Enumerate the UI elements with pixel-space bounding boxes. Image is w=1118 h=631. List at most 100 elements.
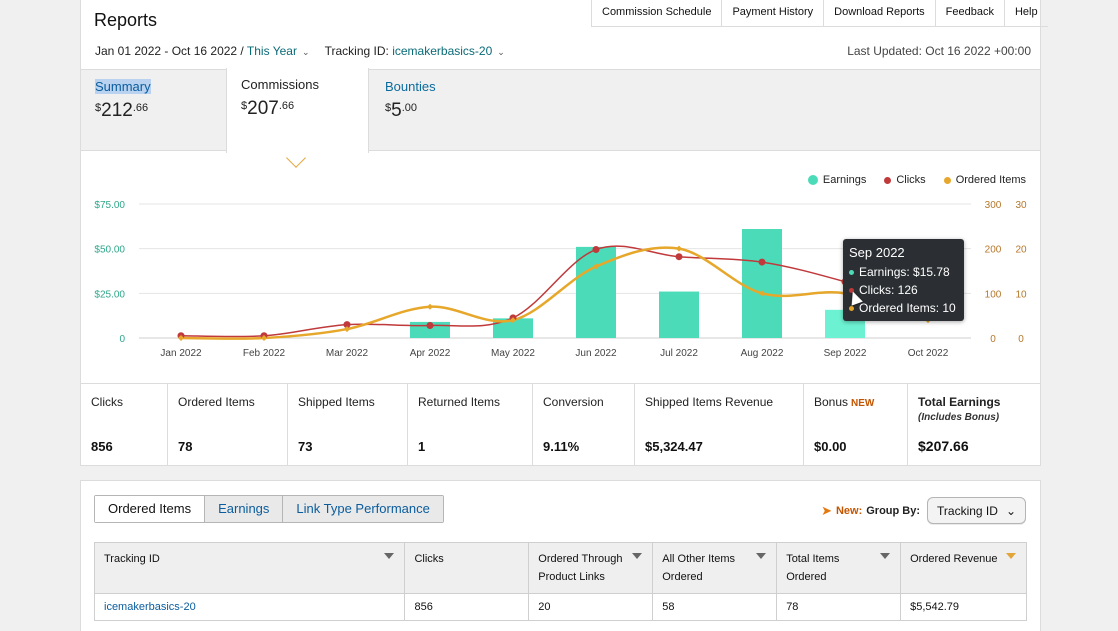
tracking-id-dropdown[interactable]: icemakerbasics-20 [392,44,493,58]
download-reports-link[interactable]: Download Reports [824,0,936,26]
y-right1-tick: 300 [985,200,1002,211]
col-all-other-items[interactable]: All Other Items Ordered [652,542,778,594]
cell-ordered-revenue: $5,542.79 [900,593,1027,621]
stat-bonus: Bonus NEW $0.00 [804,384,908,465]
date-preset-dropdown[interactable]: This Year [246,44,297,58]
new-badge: NEW [851,398,875,409]
tab-commissions[interactable]: Commissions $207.66 [226,68,369,153]
x-tick-label: Jun 2022 [575,348,617,359]
x-tick-label: Feb 2022 [243,348,286,359]
clicks-point [675,253,683,261]
table-row: icemakerbasics-20 856 20 58 78 $5,542.79 [93,593,1027,621]
y-right1-tick: 100 [985,289,1002,300]
earnings-bar [493,318,533,338]
sort-icon [1006,553,1016,559]
clicks-point [758,258,766,266]
chevron-down-icon: ⌄ [1005,503,1016,518]
feedback-link[interactable]: Feedback [936,0,1005,26]
chart-legend: Earnings Clicks Ordered Items [807,174,1026,186]
x-tick-label: Jan 2022 [160,348,202,359]
chart-tooltip: Sep 2022 Earnings: $15.78 Clicks: 126 Or… [843,239,964,321]
tab-link-type-performance[interactable]: Link Type Performance [282,496,443,522]
col-ordered-through-links[interactable]: Ordered Through Product Links [528,542,654,594]
chart-svg: $75.00 300 30$50.00 200 20$25.00 100 100 0 0Jan … [94,200,1027,359]
ordered-items-line [180,246,929,340]
legend-ordered-items[interactable]: Ordered Items [943,174,1026,186]
group-by: ➤ New: Group By: Tracking ID ⌄ [821,497,1026,524]
summary-band: Summary $212.66 Commissions $207.66 Boun… [81,68,1040,153]
y-left-tick: $75.00 [94,200,125,211]
tooltip-ordered-items: Ordered Items: 10 [849,299,958,317]
tooltip-title: Sep 2022 [849,245,905,260]
ordered-items-point [676,245,682,252]
tab-earnings[interactable]: Earnings [204,496,283,522]
stat-shipped-revenue: Shipped Items Revenue $5,324.47 [635,384,804,465]
tab-bounties[interactable]: Bounties $5.00 [371,70,450,152]
y-right2-tick: 20 [1015,245,1027,256]
earnings-bar [659,291,699,338]
group-by-label: Group By: [866,504,921,517]
ordered-items-point [510,317,516,324]
tab-ordered-items[interactable]: Ordered Items [95,496,205,522]
cell-clicks: 856 [404,593,530,621]
filter-row: Jan 01 2022 - Oct 16 2022 / This Year ⌄ T… [95,44,517,58]
bounties-amount: $5.00 [385,100,417,121]
col-clicks[interactable]: Clicks [404,542,530,594]
legend-earnings[interactable]: Earnings [807,174,866,186]
rocket-icon: ➤ [821,502,832,518]
cell-all-other: 58 [652,593,778,621]
tracking-id-label: Tracking ID: [324,44,389,58]
y-right1-tick: 200 [985,245,1002,256]
col-ordered-revenue[interactable]: Ordered Revenue [900,542,1027,594]
earnings-chart: $75.00 300 30 $50.00 200 20 $25.00 100 10 0 0 0 Jan … [81,159,1040,381]
ordered-items-table: Tracking ID Clicks Ordered Through Produ… [93,542,1027,621]
stat-ordered-items: Ordered Items 78 [168,384,288,465]
tab-summary[interactable]: Summary $212.66 [81,70,165,152]
summary-amount: $212.66 [95,100,149,121]
tooltip-clicks: Clicks: 126 [849,281,958,299]
sort-icon [384,553,395,559]
stat-returned-items: Returned Items 1 [408,384,533,465]
stat-conversion: Conversion 9.11% [533,384,635,465]
breakdown-card: Ordered Items Earnings Link Type Perform… [80,480,1041,631]
stat-shipped-items: Shipped Items 73 [288,384,408,465]
help-link[interactable]: Help [1014,6,1038,18]
clicks-point [343,321,351,329]
x-tick-label: Aug 2022 [741,348,784,359]
stats-row: Clicks 856 Ordered Items 78 Shipped Items 7… [81,383,1040,465]
commission-schedule-link[interactable]: Commission Schedule [592,0,723,26]
col-tracking-id[interactable]: Tracking ID [93,542,406,594]
col-total-items[interactable]: Total Items Ordered [776,542,902,594]
tab-summary-label: Summary [95,79,151,94]
ordered-items-point [759,290,765,297]
stat-total-earnings: Total Earnings (Includes Bonus) $207.66 [918,395,1001,454]
earnings-bar [742,229,782,338]
x-tick-label: Oct 2022 [908,348,949,359]
group-by-select[interactable]: Tracking ID ⌄ [927,497,1026,524]
sort-icon [880,553,891,559]
sort-icon [632,553,643,559]
tooltip-earnings: Earnings: $15.78 [849,263,958,281]
ordered-items-point [593,263,599,270]
payment-history-link[interactable]: Payment History [722,0,825,26]
commissions-amount: $207.66 [241,98,295,119]
clicks-point [426,321,434,329]
tab-commissions-label: Commissions [241,77,320,92]
tab-bounties-label: Bounties [385,79,436,94]
x-tick-label: Sep 2022 [824,348,867,359]
report-sub-tabs: Ordered Items Earnings Link Type Perform… [94,495,444,523]
reports-card: Reports Commission Schedule Payment Hist… [80,0,1048,466]
chevron-down-icon[interactable]: ⌄ [497,47,505,57]
legend-clicks[interactable]: Clicks [884,174,926,186]
ordered-items-point [427,303,433,310]
ordered-items-point [178,335,184,341]
sort-icon [756,553,767,559]
chevron-down-icon[interactable]: ⌄ [301,47,310,57]
y-left-tick: $25.00 [94,289,125,300]
clicks-line [180,245,929,338]
ordered-items-point [344,326,350,333]
clicks-point [592,246,600,254]
top-links: Commission Schedule Payment History Down… [591,0,1048,27]
last-updated: Last Updated: Oct 16 2022 +00:00 [847,44,1031,58]
cell-tracking-id[interactable]: icemakerbasics-20 [93,593,406,621]
